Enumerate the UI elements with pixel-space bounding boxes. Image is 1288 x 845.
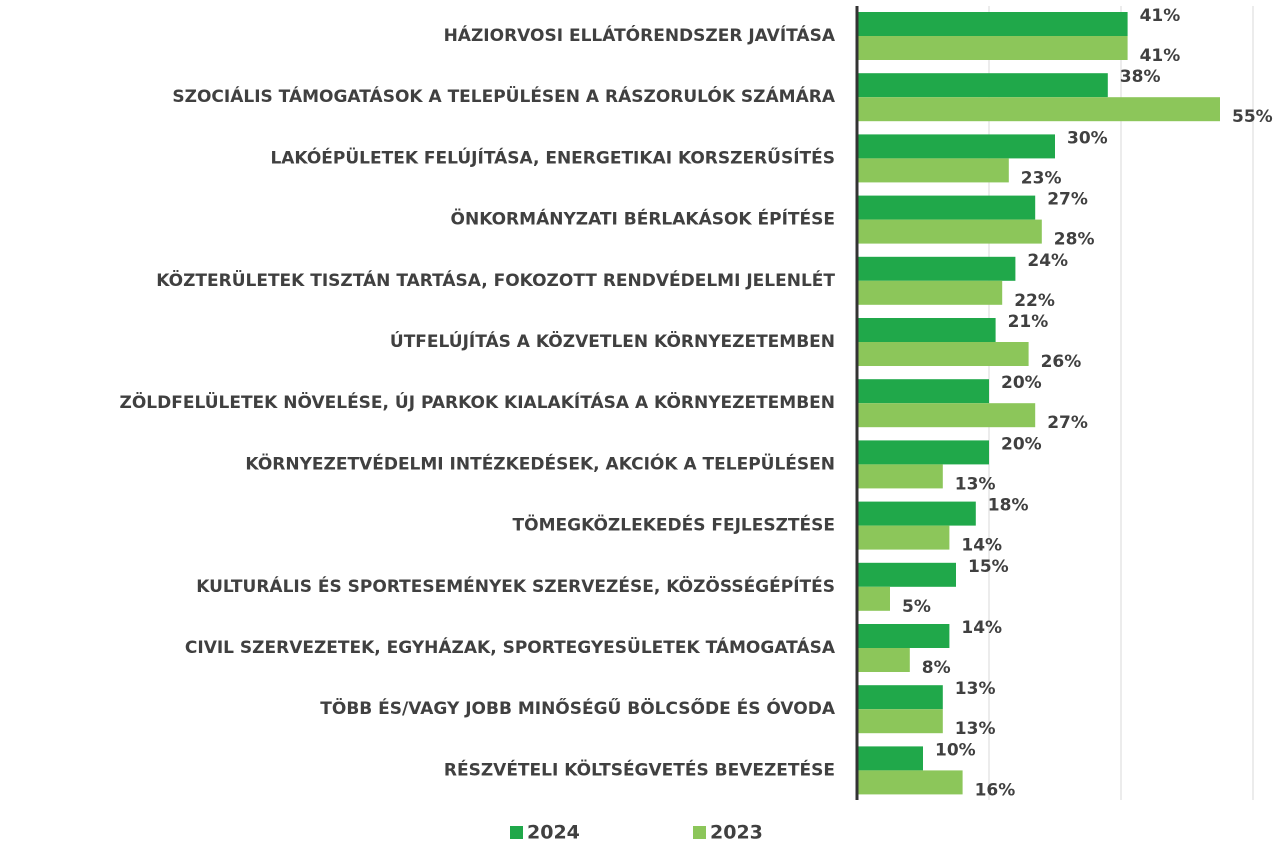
value-label: 13% xyxy=(955,474,996,494)
bar xyxy=(857,12,1128,36)
bar xyxy=(857,440,989,465)
category-label: ÖNKORMÁNYZATI BÉRLAKÁSOK ÉPÍTÉSE xyxy=(451,208,835,230)
bar xyxy=(857,525,950,550)
value-label: 14% xyxy=(961,536,1002,556)
value-label: 30% xyxy=(1067,128,1108,148)
value-label: 5% xyxy=(902,597,931,617)
legend-swatch xyxy=(693,826,706,839)
bar xyxy=(857,195,1036,220)
bar xyxy=(857,685,943,710)
bar xyxy=(857,709,943,734)
bar xyxy=(857,158,1009,183)
category-label: KÖRNYEZETVÉDELMI INTÉZKEDÉSEK, AKCIÓK A … xyxy=(245,452,835,474)
value-label: 18% xyxy=(988,496,1029,516)
value-label: 55% xyxy=(1232,107,1273,127)
value-label: 27% xyxy=(1047,413,1088,433)
legend-label: 2023 xyxy=(710,822,763,844)
category-label: TÖBB ÉS/VAGY JOBB MINŐSÉGŰ BÖLCSŐDE ÉS Ó… xyxy=(320,697,836,719)
value-label: 21% xyxy=(1008,312,1049,332)
bar xyxy=(857,36,1128,60)
bar xyxy=(857,219,1042,244)
bar xyxy=(857,256,1016,281)
category-label: ZÖLDFELÜLETEK NÖVELÉSE, ÚJ PARKOK KIALAK… xyxy=(120,391,835,413)
bar xyxy=(857,379,989,404)
value-label: 28% xyxy=(1054,230,1095,250)
value-label: 13% xyxy=(955,719,996,739)
value-label: 24% xyxy=(1027,251,1068,271)
value-label: 10% xyxy=(935,740,976,760)
category-label: LAKÓÉPÜLETEK FELÚJÍTÁSA, ENERGETIKAI KOR… xyxy=(270,146,835,168)
value-label: 41% xyxy=(1140,46,1181,66)
value-label: 14% xyxy=(961,618,1002,638)
legend-label: 2024 xyxy=(527,822,580,844)
bar xyxy=(857,280,1003,305)
value-label: 26% xyxy=(1041,352,1082,372)
value-label: 20% xyxy=(1001,434,1042,454)
value-label: 38% xyxy=(1120,67,1161,87)
category-label: HÁZIORVOSI ELLÁTÓRENDSZER JAVÍTÁSA xyxy=(444,24,836,46)
bar xyxy=(857,562,956,587)
bar xyxy=(857,403,1036,428)
category-label: SZOCIÁLIS TÁMOGATÁSOK A TELEPÜLÉSEN A RÁ… xyxy=(172,85,835,107)
value-label: 8% xyxy=(922,658,951,678)
bar xyxy=(857,648,910,672)
value-label: 41% xyxy=(1140,6,1181,26)
value-label: 15% xyxy=(968,557,1009,577)
category-label: KULTURÁLIS ÉS SPORTESEMÉNYEK SZERVEZÉSE,… xyxy=(196,575,835,597)
bar xyxy=(857,318,996,342)
bar xyxy=(857,73,1108,98)
bar xyxy=(857,97,1220,122)
category-label: TÖMEGKÖZLEKEDÉS FEJLESZTÉSE xyxy=(513,514,835,536)
category-label: KÖZTERÜLETEK TISZTÁN TARTÁSA, FOKOZOTT R… xyxy=(156,269,835,291)
legend-swatch xyxy=(510,826,523,839)
bar xyxy=(857,464,943,489)
bar xyxy=(857,134,1055,159)
category-label: ÚTFELÚJÍTÁS A KÖZVETLEN KÖRNYEZETEMBEN xyxy=(390,330,835,352)
bar xyxy=(857,770,963,795)
bar xyxy=(857,624,950,648)
category-label: CIVIL SZERVEZETEK, EGYHÁZAK, SPORTEGYESÜ… xyxy=(185,636,836,658)
value-label: 22% xyxy=(1014,291,1055,311)
value-label: 16% xyxy=(975,780,1016,800)
bar xyxy=(857,746,923,771)
value-label: 20% xyxy=(1001,373,1042,393)
bar xyxy=(857,501,976,526)
bar xyxy=(857,342,1029,366)
value-label: 27% xyxy=(1047,190,1088,210)
value-label: 13% xyxy=(955,679,996,699)
bar xyxy=(857,586,890,611)
category-label: RÉSZVÉTELI KÖLTSÉGVETÉS BEVEZETÉSE xyxy=(444,758,835,780)
value-label: 23% xyxy=(1021,168,1062,188)
